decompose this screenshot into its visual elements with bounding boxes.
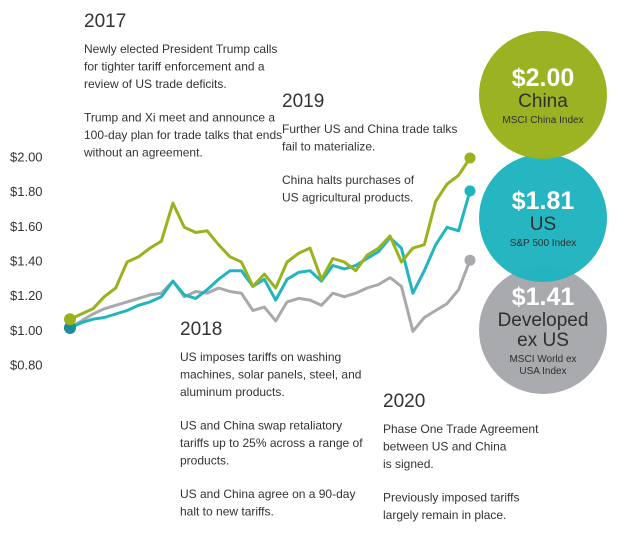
annotation-year: 2017: [84, 11, 126, 32]
annotation-year: 2019: [282, 91, 324, 112]
end-dot: [464, 185, 476, 197]
annotation-year: 2018: [180, 319, 222, 340]
legend-index: S&P 500 Index: [509, 237, 577, 249]
annotation-text: Phase One Trade Agreement: [383, 422, 539, 436]
y-tick-label: $2.00: [10, 149, 43, 164]
legend-bubble: $1.81 US S&P 500 Index: [479, 154, 607, 282]
legend-bubble: $2.00 China MSCI China Index: [479, 31, 607, 159]
end-dot: [464, 152, 476, 164]
legend-bubble: $1.41 Developed ex US MSCI World ex USA In…: [479, 266, 607, 394]
annotation-text: between US and China: [383, 440, 507, 454]
y-tick-label: $1.20: [10, 288, 43, 303]
annotation-text: US agricultural products.: [282, 191, 413, 205]
bubble-value: $1.41: [511, 282, 575, 311]
annotation-text: largely remain in place.: [383, 508, 506, 522]
annotation-text: tariffs up to 25% across a range of: [180, 436, 363, 450]
series-line: [69, 190, 472, 330]
annotation-text: for tighter tariff enforcement and a: [84, 60, 265, 74]
annotation-year: 2020: [383, 391, 425, 412]
y-tick-label: $0.80: [10, 357, 43, 372]
bubble-value: $1.81: [511, 186, 575, 215]
legend-index: MSCI World ex USA Index: [509, 353, 577, 377]
annotation-text: fail to materialize.: [282, 140, 375, 154]
legend-name: US: [529, 213, 557, 235]
annotation-text: aluminum products.: [180, 385, 285, 399]
start-dot: [64, 313, 76, 326]
annotation-text: without an agreement.: [83, 146, 203, 160]
annotation-text: halt to new tariffs.: [180, 505, 274, 519]
y-tick-label: $1.80: [10, 184, 43, 199]
annotation-text: US and China swap retaliatory: [180, 419, 342, 433]
annotation-text: 100-day plan for trade talks that ends: [84, 128, 282, 142]
annotation-text: is signed.: [383, 457, 434, 471]
annotation-text: Newly elected President Trump calls: [84, 42, 277, 56]
annotation-text: review of US trade deficits.: [84, 77, 227, 91]
series-line: [69, 157, 472, 321]
bubble-value: $2.00: [511, 63, 575, 92]
series-line: [69, 259, 472, 333]
start-dot: [64, 321, 76, 334]
y-tick-label: $1.60: [10, 219, 43, 234]
annotation-text: US imposes tariffs on washing: [180, 350, 341, 364]
y-tick-label: $1.40: [10, 253, 43, 268]
annotation-text: Trump and Xi meet and announce a: [84, 111, 275, 125]
end-dot: [464, 254, 476, 266]
legend-name: Developed ex US: [497, 309, 589, 351]
annotation-text: machines, solar panels, steel, and: [180, 368, 361, 382]
annotation-text: China halts purchases of: [282, 173, 415, 187]
annotation-text: Further US and China trade talks: [282, 122, 457, 136]
legend-index: MSCI China Index: [502, 114, 584, 126]
annotation-text: US and China agree on a 90-day: [180, 487, 355, 501]
annotation-text: products.: [180, 454, 229, 468]
legend-name: China: [518, 90, 568, 112]
y-tick-label: $1.00: [10, 323, 43, 338]
annotation-text: Previously imposed tariffs: [383, 491, 520, 505]
